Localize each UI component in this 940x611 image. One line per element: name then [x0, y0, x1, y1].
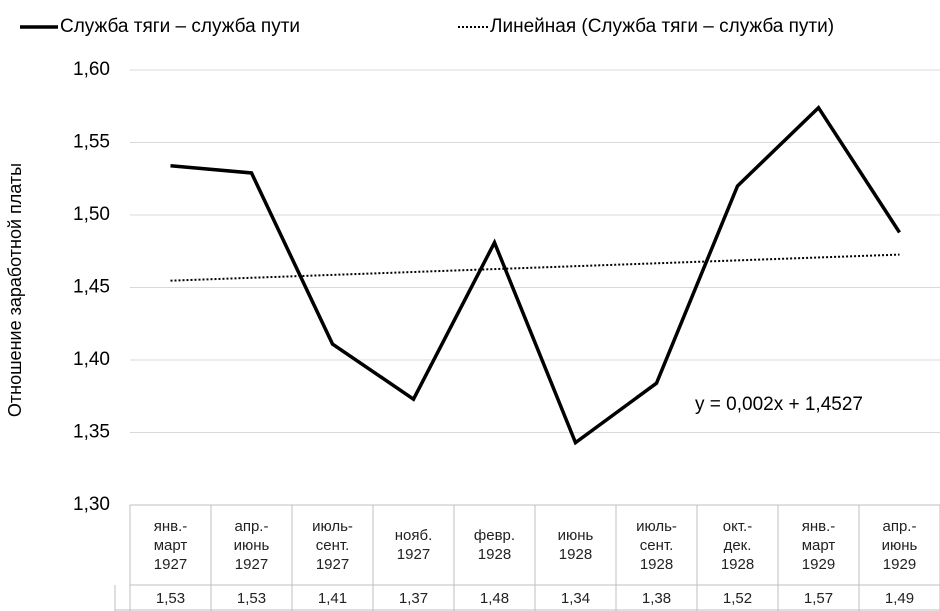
- table-cell: 1,37: [398, 589, 429, 607]
- trend-line: [170, 253, 900, 282]
- table-cell: 1,38: [641, 589, 672, 607]
- equation: y = 0,002x + 1,4527: [695, 394, 863, 415]
- table-cell: 1,53: [155, 589, 186, 607]
- y-tick-label: 1,40: [73, 349, 110, 370]
- table-cell: июль- сент. 1927: [312, 517, 353, 573]
- table-cell: апр.- июнь 1927: [233, 517, 270, 573]
- table-cell: июнь 1928: [557, 527, 594, 563]
- legend-label: Служба тяги – служба пути: [60, 16, 300, 37]
- y-tick-label: 1,30: [73, 494, 110, 515]
- table-cell: 1,52: [722, 589, 753, 607]
- y-tick-label: 1,55: [73, 132, 110, 153]
- y-tick-label: 1,35: [73, 422, 110, 443]
- y-tick-label: 1,60: [73, 59, 110, 80]
- table-cell: янв.- март 1929: [801, 517, 836, 573]
- table-cell: июль- сент. 1928: [636, 517, 677, 573]
- table-cell: 1,48: [479, 589, 510, 607]
- line: [170, 104, 901, 446]
- table-cell: февр. 1928: [473, 527, 516, 563]
- table-cell: 1,34: [560, 589, 591, 607]
- table-cell: 1,41: [317, 589, 348, 607]
- table-cell: 1,49: [884, 589, 915, 607]
- table-cell: окт.- дек. 1928: [720, 517, 755, 573]
- y-tick-label: 1,50: [73, 204, 110, 225]
- y-axis-label: Отношение заработной платы: [5, 163, 25, 417]
- table-cell: нояб. 1927: [394, 527, 433, 563]
- legend-label: Линейная (Служба тяги – служба пути): [490, 16, 834, 37]
- table-cell: апр.- июнь 1929: [881, 517, 918, 573]
- table-cell: янв.- март 1927: [153, 517, 188, 573]
- table-cell: 1,57: [803, 589, 834, 607]
- y-tick-label: 1,45: [73, 277, 110, 298]
- table-cell: 1,53: [236, 589, 267, 607]
